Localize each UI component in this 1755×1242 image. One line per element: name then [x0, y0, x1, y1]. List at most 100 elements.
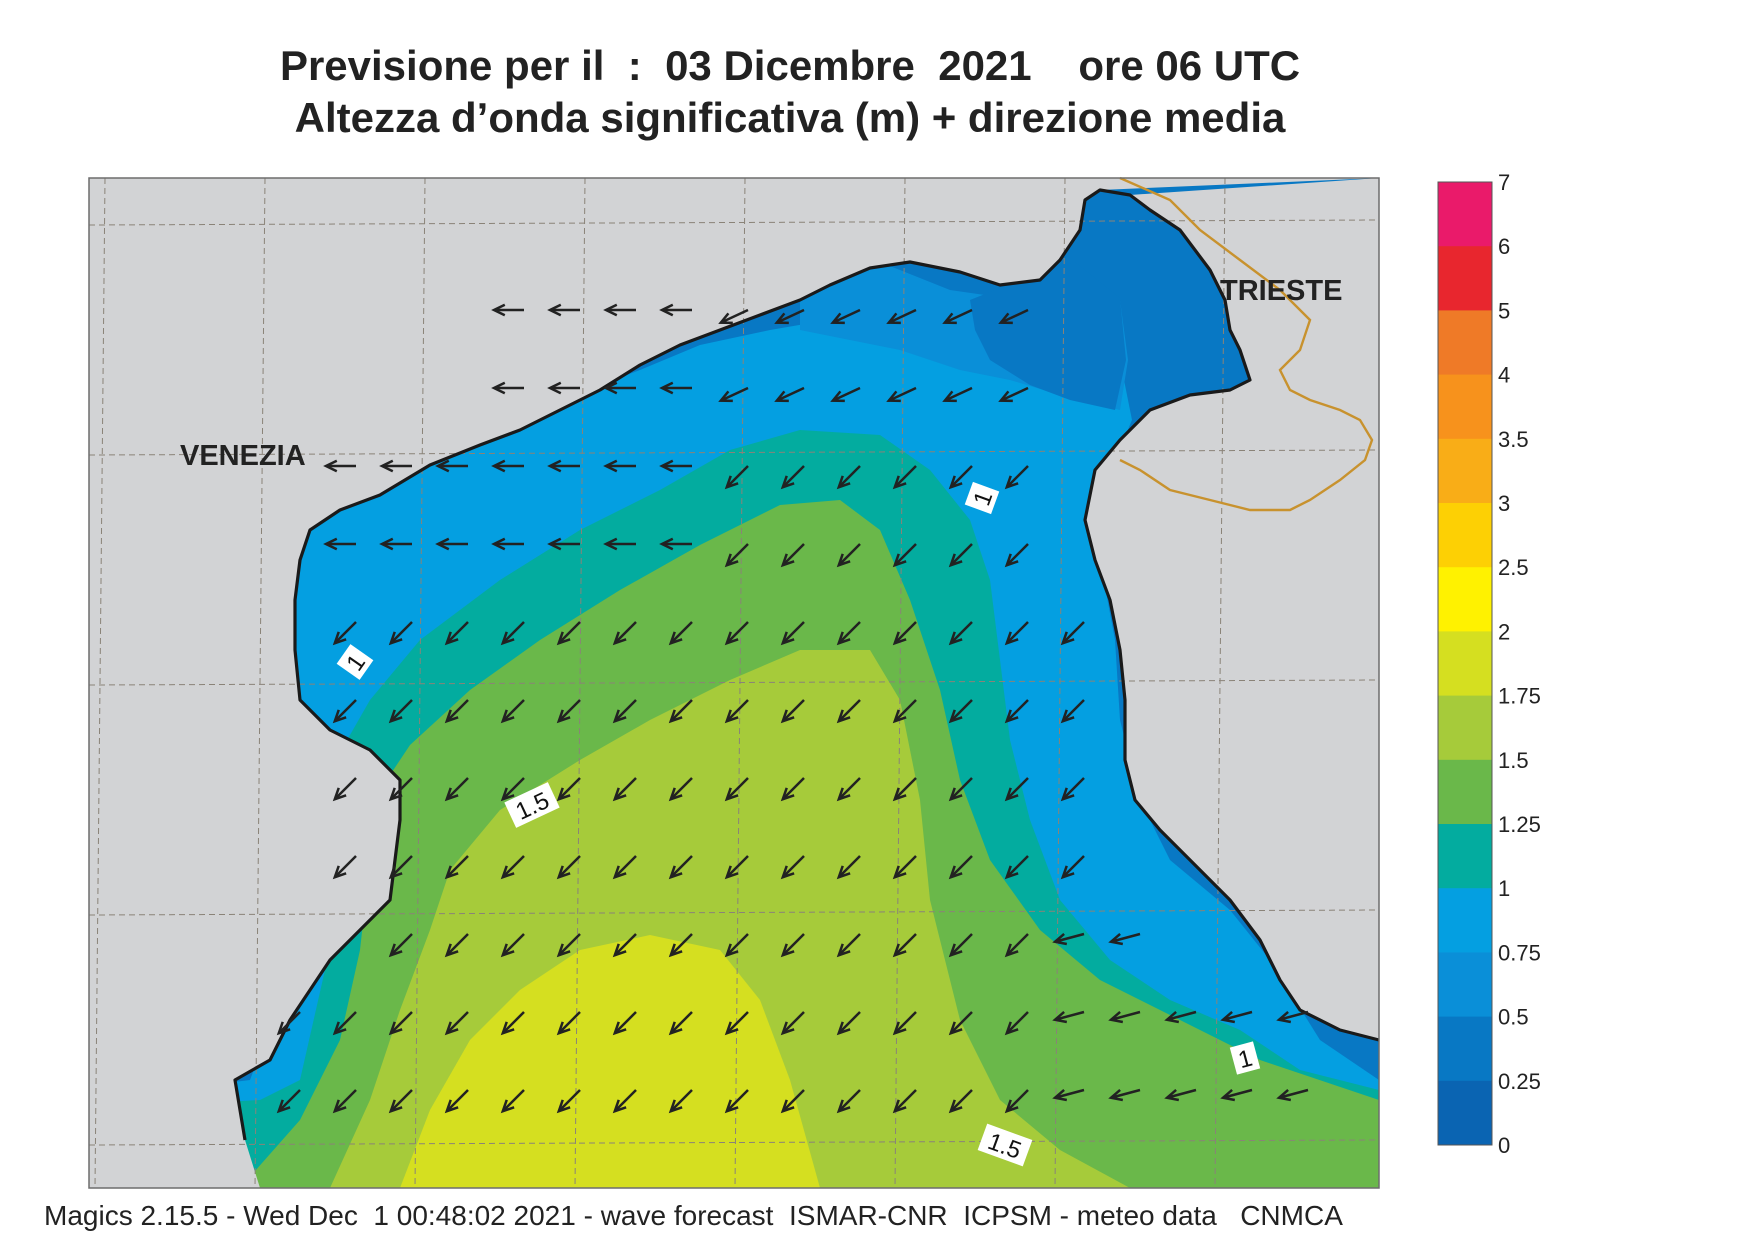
- wave-direction-arrow: [557, 855, 581, 879]
- wave-direction-arrowhead: [1220, 1088, 1236, 1102]
- wave-direction-arrow: [1110, 1088, 1141, 1099]
- footer-credits: Magics 2.15.5 - Wed Dec 1 00:48:02 2021 …: [44, 1200, 1343, 1231]
- wave-direction-arrow: [776, 386, 805, 402]
- wave-direction-arrow: [832, 386, 861, 402]
- wave-direction-arrowhead: [444, 1099, 459, 1114]
- wave-direction-arrow: [389, 1011, 413, 1035]
- wave-direction-arrow: [445, 933, 469, 957]
- wave-direction-arrowhead: [491, 303, 506, 317]
- wave-direction-arrowhead: [491, 537, 506, 551]
- wave-direction-arrow: [669, 777, 693, 801]
- wave-direction-arrowhead: [323, 537, 338, 551]
- wave-direction-arrow: [669, 1011, 693, 1035]
- wave-direction-arrowhead: [444, 709, 459, 724]
- wave-direction-arrowhead: [332, 1021, 347, 1036]
- wave-direction-arrow: [837, 543, 861, 567]
- wave-direction-arrow: [557, 1011, 581, 1035]
- grid-line-meridian: [1214, 178, 1226, 1188]
- wave-direction-arrow: [1005, 933, 1029, 957]
- wave-direction-arrow: [837, 933, 861, 957]
- wave-direction-arrowhead: [892, 475, 907, 490]
- wave-direction-arrowhead: [668, 865, 683, 880]
- wave-direction-arrowhead: [830, 312, 845, 325]
- wave-direction-arrow: [949, 1089, 973, 1113]
- wave-direction-arrow: [949, 1011, 973, 1035]
- wave-direction-arrowhead: [659, 303, 674, 317]
- wave-direction-arrowhead: [1004, 709, 1019, 724]
- wave-direction-arrow: [1005, 777, 1029, 801]
- wave-direction-arrow: [1005, 855, 1029, 879]
- wave-direction-arrowhead: [1004, 475, 1019, 490]
- legend-tick-label: 1.25: [1498, 812, 1541, 837]
- wave-direction-arrow: [837, 1011, 861, 1035]
- contour-label: 1: [1229, 1041, 1261, 1075]
- wave-direction-arrow: [445, 1011, 469, 1035]
- wave-direction-arrow: [501, 777, 525, 801]
- wave-direction-arrow: [949, 933, 973, 957]
- wave-band-1.75-2: [400, 935, 820, 1188]
- wave-direction-arrowhead: [780, 1021, 795, 1036]
- wave-direction-arrowhead: [724, 943, 739, 958]
- wave-direction-arrow: [1110, 1010, 1141, 1021]
- wave-direction-arrowhead: [836, 865, 851, 880]
- wave-direction-arrowhead: [892, 553, 907, 568]
- wave-direction-arrow: [557, 777, 581, 801]
- wave-direction-arrowhead: [444, 943, 459, 958]
- wave-direction-arrowhead: [388, 787, 403, 802]
- wave-direction-arrowhead: [603, 537, 618, 551]
- wave-direction-arrow: [781, 1089, 805, 1113]
- legend-tick-label: 6: [1498, 234, 1510, 259]
- wave-direction-arrowhead: [659, 537, 674, 551]
- wave-direction-arrow: [613, 699, 637, 723]
- grid-line-meridian: [894, 178, 906, 1188]
- wave-direction-arrowhead: [323, 459, 338, 473]
- city-label-venezia: VENEZIA: [180, 440, 306, 472]
- wave-direction-arrow: [837, 465, 861, 489]
- legend-color-band: [1438, 310, 1492, 376]
- wave-direction-arrowhead: [780, 475, 795, 490]
- wave-direction-arrowhead: [948, 631, 963, 646]
- wave-direction-arrowhead: [836, 1099, 851, 1114]
- legend-color-band: [1438, 246, 1492, 311]
- wave-direction-arrow: [1166, 1088, 1197, 1099]
- color-legend: 7 6 5 4 3.5 3 2.5 2 1.75 1.5 1.25 1 0.75 0.5 0.25 0: [1437, 170, 1541, 1158]
- legend-tick-label: 5: [1498, 298, 1510, 323]
- wave-direction-arrowhead: [948, 1099, 963, 1114]
- wave-direction-arrow: [837, 777, 861, 801]
- wave-direction-arrow: [888, 386, 917, 402]
- wave-direction-arrowhead: [1108, 1010, 1124, 1024]
- wave-direction-arrowhead: [1164, 1088, 1180, 1102]
- wave-direction-arrowhead: [1004, 1099, 1019, 1114]
- wave-direction-arrowhead: [724, 865, 739, 880]
- wave-direction-arrowhead: [612, 865, 627, 880]
- wave-direction-arrow: [893, 699, 917, 723]
- wave-direction-arrow: [837, 1089, 861, 1113]
- title-line-2: Altezza d’onda significativa (m) + direz…: [294, 94, 1286, 141]
- coastline: [233, 188, 1380, 1141]
- wave-direction-arrow: [781, 699, 805, 723]
- wave-direction-arrow: [725, 699, 749, 723]
- wave-direction-arrowhead: [1004, 631, 1019, 646]
- wave-direction-arrow: [277, 1089, 301, 1113]
- wave-direction-arrowhead: [603, 303, 618, 317]
- wave-direction-arrowhead: [948, 475, 963, 490]
- legend-color-band: [1438, 888, 1492, 953]
- wave-direction-arrowhead: [668, 631, 683, 646]
- wave-direction-arrow: [1000, 386, 1029, 402]
- wave-direction-arrowhead: [444, 631, 459, 646]
- wave-direction-arrow: [725, 465, 749, 489]
- wave-direction-arrowhead: [1004, 943, 1019, 958]
- wave-direction-arrowhead: [892, 943, 907, 958]
- wave-direction-arrowhead: [830, 390, 845, 403]
- wave-direction-arrowhead: [332, 709, 347, 724]
- wave-direction-arrow: [1061, 699, 1085, 723]
- wave-direction-arrowhead: [1052, 1088, 1068, 1102]
- wave-direction-arrowhead: [942, 312, 957, 325]
- wave-direction-arrowhead: [444, 865, 459, 880]
- wave-direction-arrow: [1054, 932, 1085, 943]
- wave-direction-arrowhead: [892, 631, 907, 646]
- wave-direction-arrowhead: [724, 475, 739, 490]
- wave-direction-arrowhead: [948, 1021, 963, 1036]
- wave-direction-arrow: [1005, 1011, 1029, 1035]
- wave-direction-arrow: [893, 1011, 917, 1035]
